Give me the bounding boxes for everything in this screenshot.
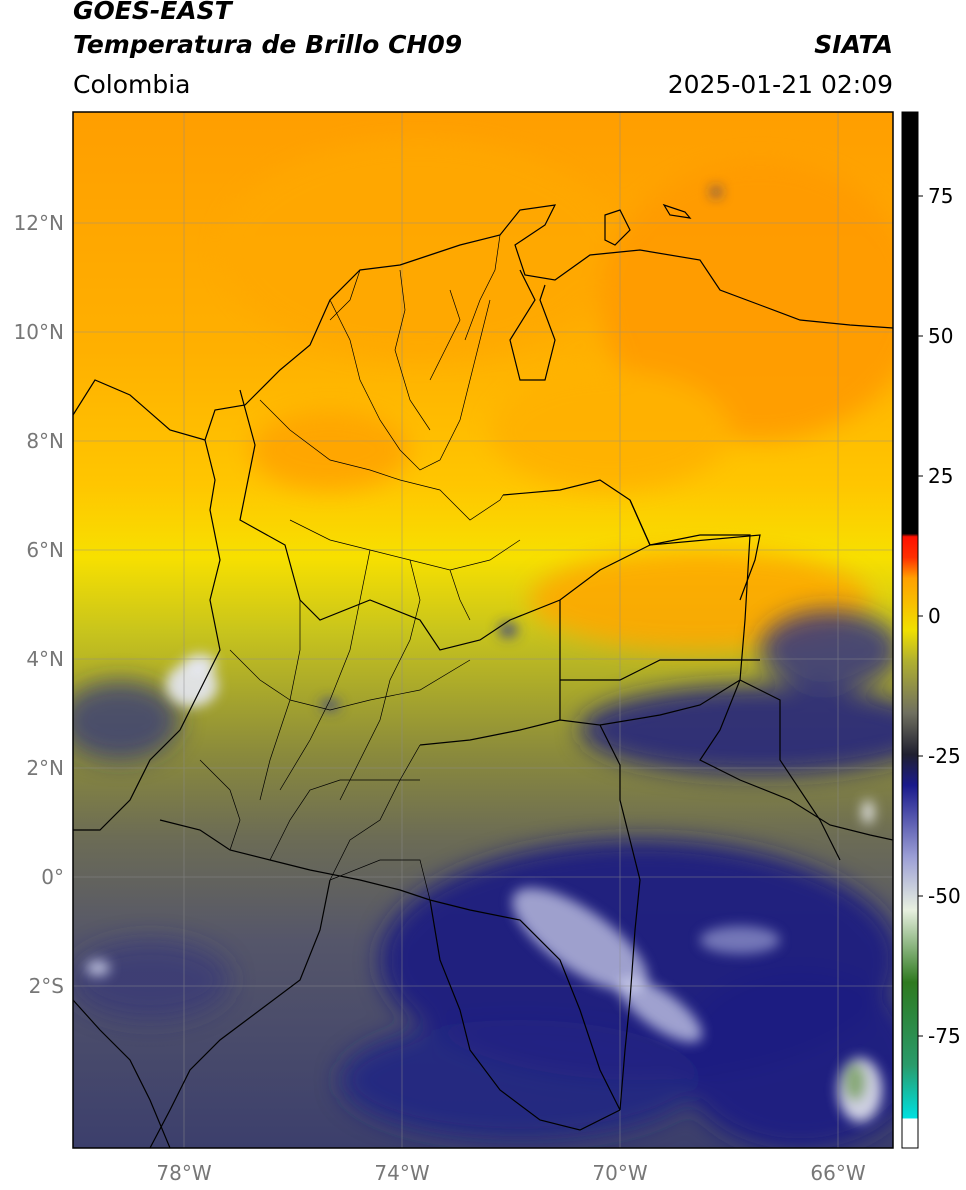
latitude-label: 4°N (26, 647, 64, 671)
longitude-label: 78°W (156, 1161, 211, 1185)
colorbar-tick-label: 25 (928, 464, 953, 488)
graticule (73, 112, 893, 1148)
satellite-title: GOES-EAST (73, 0, 232, 25)
colorbar-frame (901, 111, 919, 1149)
longitude-label: 74°W (374, 1161, 429, 1185)
agency-label: SIATA (814, 30, 893, 59)
colorbar-tick-label: 50 (928, 324, 953, 348)
colorbar-tick-label: -50 (928, 884, 961, 908)
colorbar-tick-label: -25 (928, 744, 961, 768)
colorbar-tick-label: 0 (928, 604, 941, 628)
latitude-label: 2°S (29, 974, 64, 998)
longitude-label: 66°W (810, 1161, 865, 1185)
datetime-label: 2025-01-21 02:09 (667, 70, 893, 99)
latitude-label: 8°N (26, 429, 64, 453)
longitude-labels: 78°W 74°W 70°W 66°W (156, 1161, 865, 1185)
colorbar (902, 112, 918, 1148)
latitude-label: 2°N (26, 756, 64, 780)
latitude-label: 0° (41, 865, 64, 889)
colorbar-tick-label: 75 (928, 184, 953, 208)
colorbar-ticks: 75 50 25 0 -25 -50 -75 (918, 184, 961, 1048)
temperature-field (73, 112, 893, 1148)
longitude-label: 70°W (592, 1161, 647, 1185)
latitude-label: 10°N (14, 320, 64, 344)
map-frame (72, 111, 894, 1149)
product-title: Temperatura de Brillo CH09 (73, 30, 463, 59)
country-borders (73, 203, 893, 1148)
region-label: Colombia (73, 70, 191, 99)
latitude-label: 12°N (14, 211, 64, 235)
latitude-label: 6°N (26, 538, 64, 562)
colorbar-tick-label: -75 (928, 1024, 961, 1048)
department-borders (199, 234, 521, 901)
latitude-labels: 12°N 10°N 8°N 6°N 4°N 2°N 0° 2°S (14, 211, 64, 998)
